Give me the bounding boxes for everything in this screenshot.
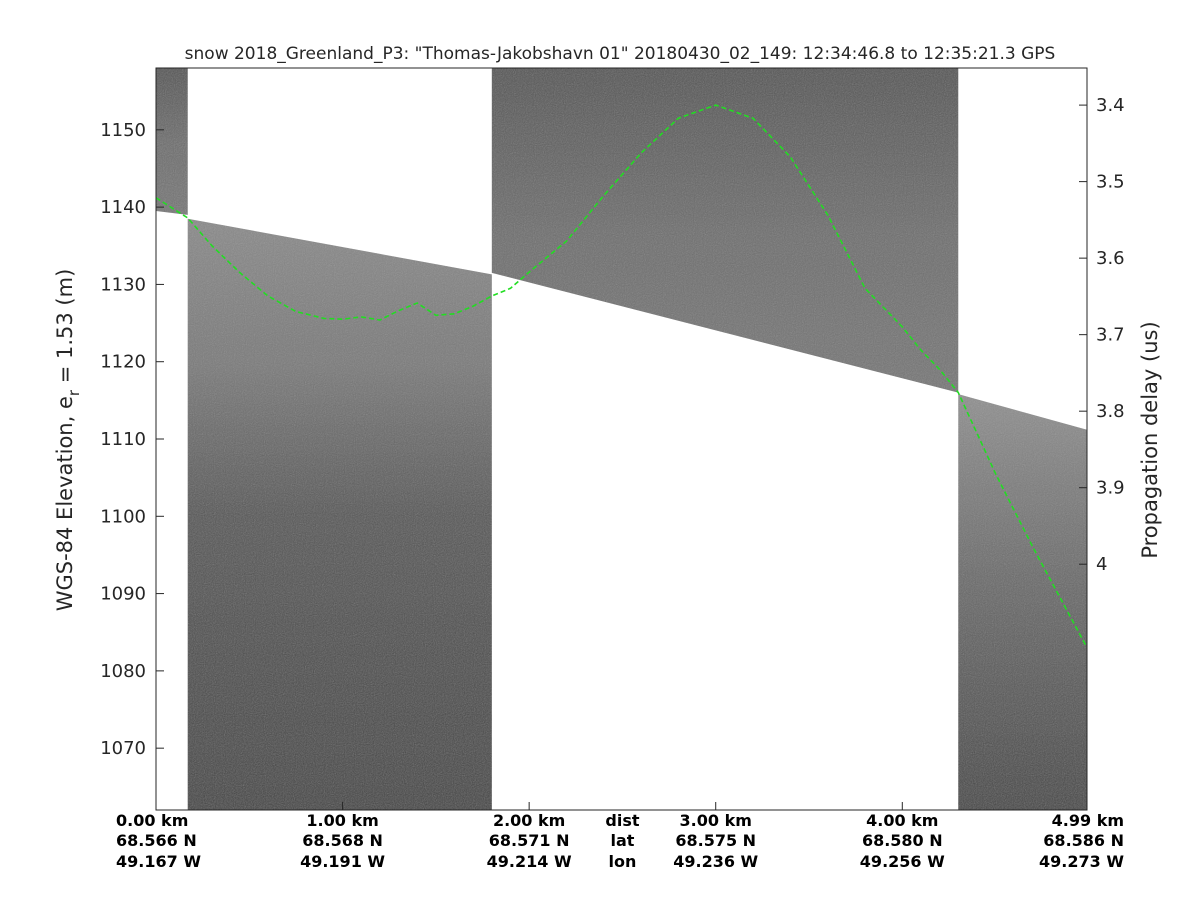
bottom-dist-label: 3.00 km xyxy=(680,811,752,830)
bottom-lon-label: 49.191 W xyxy=(300,852,385,871)
left-tick-label: 1110 xyxy=(100,429,146,450)
bottom-lat-label: 68.571 N xyxy=(489,831,570,850)
echogram-image xyxy=(156,68,1087,810)
left-tick-label: 1140 xyxy=(100,197,146,218)
left-axis: 1070 1080 1090 1100 1110 1120 1130 1140 1150 xyxy=(100,120,164,759)
right-tick-label: 3.4 xyxy=(1096,95,1125,116)
bottom-dist-label: 0.00 km xyxy=(116,811,188,830)
left-tick-label: 1120 xyxy=(100,352,146,373)
bottom-lat-label: 68.566 N xyxy=(116,831,197,850)
echogram-column-4 xyxy=(958,394,1087,810)
right-tick-label: 3.7 xyxy=(1096,325,1125,346)
echogram-column-3 xyxy=(491,68,959,393)
left-tick-label: 1130 xyxy=(100,274,146,295)
y-axis-label-right: Propagation delay (us) xyxy=(1138,321,1162,558)
bottom-lat-label: 68.575 N xyxy=(675,831,756,850)
bottom-lon-label: 49.256 W xyxy=(860,852,945,871)
bottom-dist-label: 4.99 km xyxy=(1052,811,1124,830)
bottom-lat-label: 68.580 N xyxy=(862,831,943,850)
bottom-row-dist-header: dist xyxy=(605,811,639,830)
bottom-row-lon-header: lon xyxy=(608,852,636,871)
right-tick-label: 3.9 xyxy=(1096,478,1125,499)
left-tick-label: 1080 xyxy=(100,661,146,682)
right-tick-label: 3.6 xyxy=(1096,248,1125,269)
left-tick-label: 1100 xyxy=(100,506,146,527)
bottom-dist-label: 1.00 km xyxy=(306,811,378,830)
y-axis-label-left: WGS-84 Elevation, er = 1.53 (m) xyxy=(53,269,83,612)
bottom-lon-label: 49.167 W xyxy=(116,852,201,871)
right-tick-label: 3.5 xyxy=(1096,172,1125,193)
bottom-dist-label: 4.00 km xyxy=(866,811,938,830)
surface-layer xyxy=(156,104,1087,649)
echogram-column-2 xyxy=(187,218,492,810)
bottom-lon-label: 49.236 W xyxy=(673,852,758,871)
right-axis: 3.4 3.5 3.6 3.7 3.8 3.9 4 xyxy=(1079,95,1125,575)
left-tick-label: 1090 xyxy=(100,584,146,605)
right-tick-label: 3.8 xyxy=(1096,401,1125,422)
bottom-row-lat-header: lat xyxy=(610,831,634,850)
bottom-lat-label: 68.586 N xyxy=(1043,831,1124,850)
left-tick-label: 1070 xyxy=(100,738,146,759)
bottom-lat-label: 68.568 N xyxy=(302,831,383,850)
chart-title: snow 2018_Greenland_P3: "Thomas-Jakobsha… xyxy=(185,44,1056,64)
bottom-dist-label: 2.00 km xyxy=(493,811,565,830)
bottom-lon-label: 49.214 W xyxy=(487,852,572,871)
surface-trace-line xyxy=(156,104,1087,649)
echogram-column-1 xyxy=(156,68,188,215)
bottom-lon-label: 49.273 W xyxy=(1039,852,1124,871)
right-tick-label: 4 xyxy=(1096,554,1107,575)
left-tick-label: 1150 xyxy=(100,120,146,141)
